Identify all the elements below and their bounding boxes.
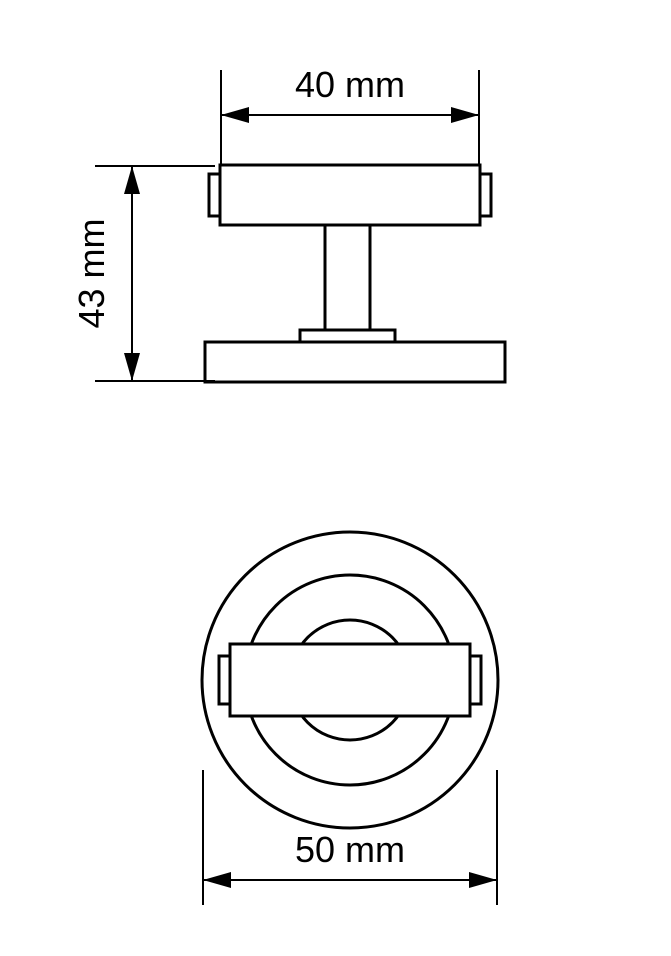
technical-drawing: 40 mm 43 mm 50 mm (0, 0, 671, 956)
dim-label-43mm: 43 mm (71, 218, 112, 328)
dim-label-40mm: 40 mm (295, 64, 405, 105)
dim-label-50mm: 50 mm (295, 829, 405, 870)
